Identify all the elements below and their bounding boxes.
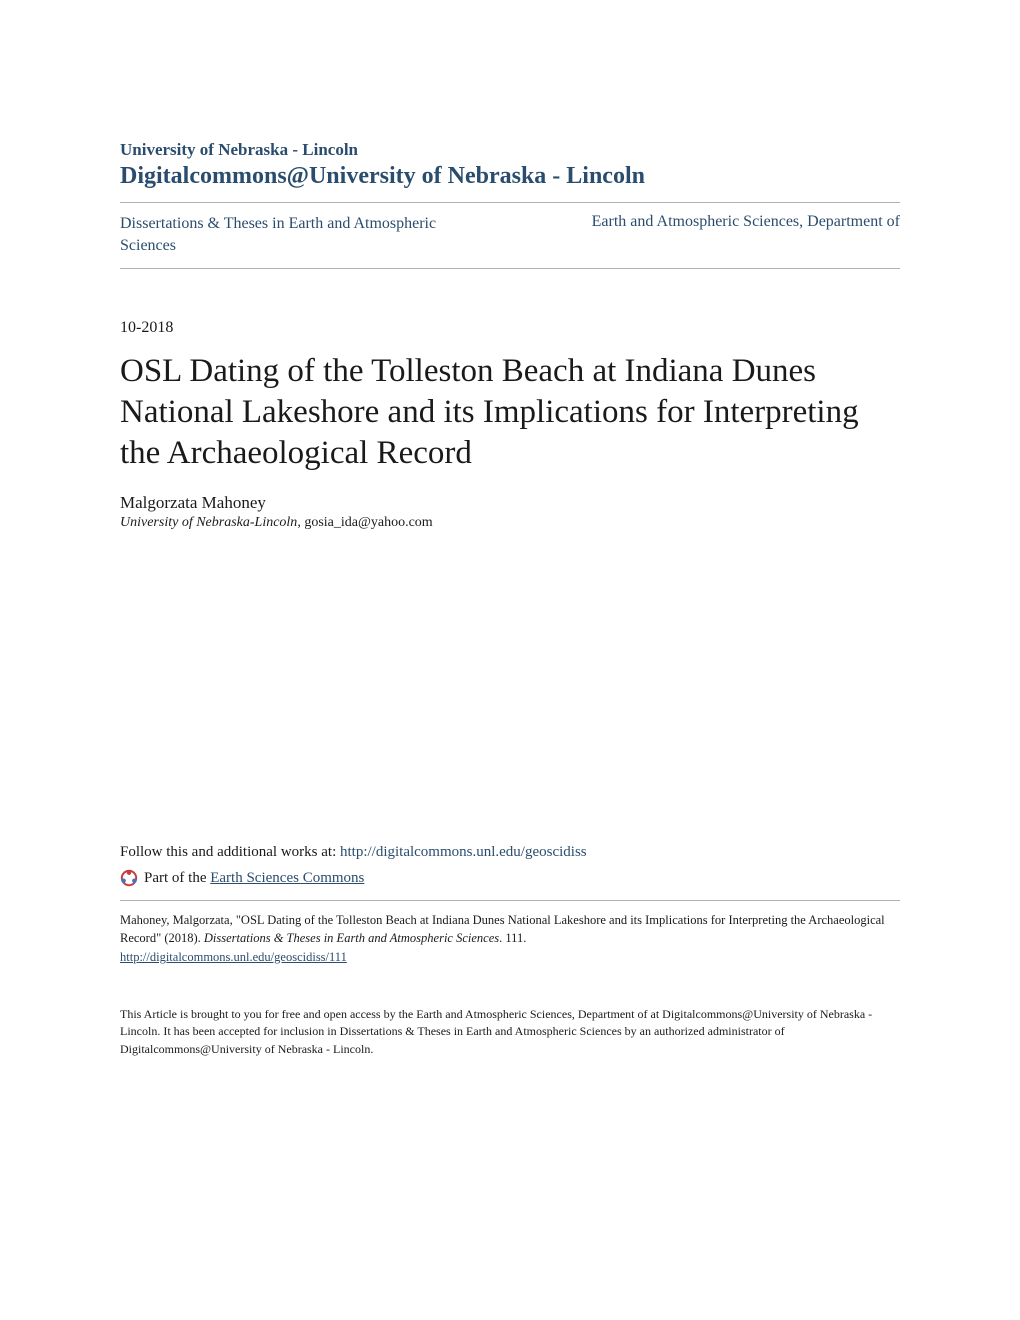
breadcrumb-department-link[interactable]: Earth and Atmospheric Sciences, Departme… (592, 213, 900, 231)
author-email: gosia_ida@yahoo.com (304, 515, 432, 530)
author-name: Malgorzata Mahoney (120, 493, 900, 513)
footer-disclaimer: This Article is brought to you for free … (120, 1006, 900, 1058)
follow-url-link[interactable]: http://digitalcommons.unl.edu/geoscidiss (340, 844, 587, 860)
citation-series: Dissertations & Theses in Earth and Atmo… (204, 931, 499, 945)
recommended-citation: Mahoney, Malgorzata, "OSL Dating of the … (120, 911, 900, 966)
commons-link[interactable]: Earth Sciences Commons (210, 870, 364, 886)
follow-section: Follow this and additional works at: htt… (120, 841, 900, 1059)
network-icon (120, 869, 138, 887)
article-title: OSL Dating of the Tolleston Beach at Ind… (120, 351, 900, 475)
author-affiliation: University of Nebraska-Lincoln, gosia_id… (120, 515, 900, 531)
header-repository[interactable]: Digitalcommons@University of Nebraska - … (120, 163, 900, 190)
publication-date: 10-2018 (120, 319, 900, 337)
divider-citation (120, 900, 900, 901)
breadcrumb: Dissertations & Theses in Earth and Atmo… (120, 209, 900, 262)
divider-top (120, 202, 900, 203)
divider-bottom (120, 268, 900, 269)
commons-text: Part of the Earth Sciences Commons (144, 867, 364, 890)
citation-text-2: . 111. (499, 931, 526, 945)
follow-line: Follow this and additional works at: htt… (120, 841, 900, 864)
affiliation-institution: University of Nebraska-Lincoln (120, 515, 297, 530)
commons-prefix: Part of the (144, 870, 210, 886)
header-institution: University of Nebraska - Lincoln (120, 140, 900, 160)
citation-url-link[interactable]: http://digitalcommons.unl.edu/geoscidiss… (120, 948, 900, 966)
commons-line: Part of the Earth Sciences Commons (120, 867, 900, 890)
breadcrumb-collection-link[interactable]: Dissertations & Theses in Earth and Atmo… (120, 213, 494, 258)
follow-prefix: Follow this and additional works at: (120, 844, 340, 860)
